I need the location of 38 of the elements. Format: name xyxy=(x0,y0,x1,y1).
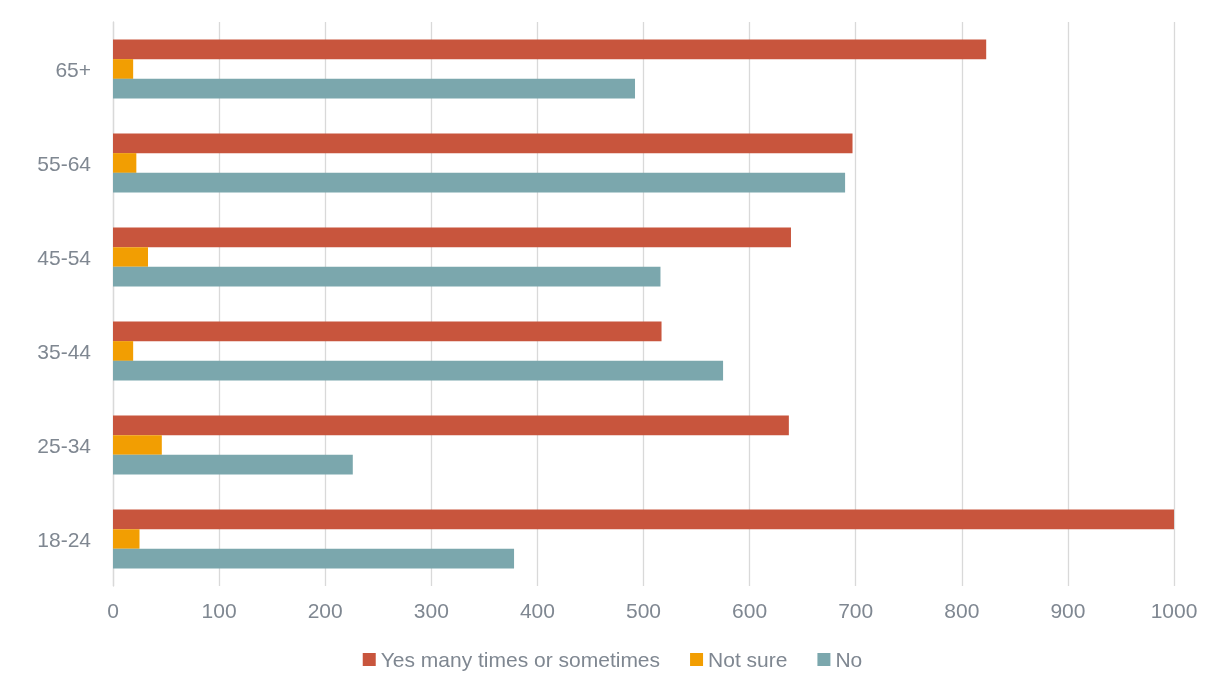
x-tick-label: 600 xyxy=(732,599,768,622)
bar xyxy=(113,39,987,60)
legend-label: Not sure xyxy=(708,648,788,671)
legend-label: Yes many times or sometimes xyxy=(380,648,661,671)
bar xyxy=(113,59,134,79)
bar xyxy=(113,172,846,193)
x-tick-label: 200 xyxy=(307,599,343,622)
bar xyxy=(113,247,149,267)
x-tick-label: 500 xyxy=(625,599,662,622)
bar xyxy=(113,509,1174,530)
y-tick-label: 18-24 xyxy=(37,527,92,551)
x-tick-label: 100 xyxy=(201,599,237,622)
bar xyxy=(113,415,789,436)
bar xyxy=(113,78,636,99)
x-tick-label: 700 xyxy=(838,599,874,622)
y-tick-label: 35-44 xyxy=(37,339,92,363)
bar xyxy=(113,360,724,381)
bar xyxy=(113,548,515,569)
legend-label: No xyxy=(835,648,863,671)
y-tick-label: 25-34 xyxy=(37,433,92,457)
x-tick-label: 1000 xyxy=(1150,599,1198,622)
bar xyxy=(113,435,162,455)
bar xyxy=(113,133,853,154)
x-tick-label: 400 xyxy=(519,599,555,622)
y-tick-label: 45-54 xyxy=(37,245,92,269)
x-tick-label: 300 xyxy=(413,599,449,622)
bar xyxy=(113,321,662,342)
bar xyxy=(113,341,134,361)
bar xyxy=(113,153,137,173)
bar xyxy=(113,227,791,248)
bar xyxy=(113,454,353,475)
x-tick-label: 900 xyxy=(1050,599,1086,622)
y-tick-label: 55-64 xyxy=(37,151,92,175)
x-tick-label: 0 xyxy=(107,599,119,622)
bar xyxy=(113,529,140,549)
x-tick-label: 800 xyxy=(944,599,980,622)
y-tick-label: 65+ xyxy=(55,57,91,81)
bar xyxy=(113,266,661,287)
